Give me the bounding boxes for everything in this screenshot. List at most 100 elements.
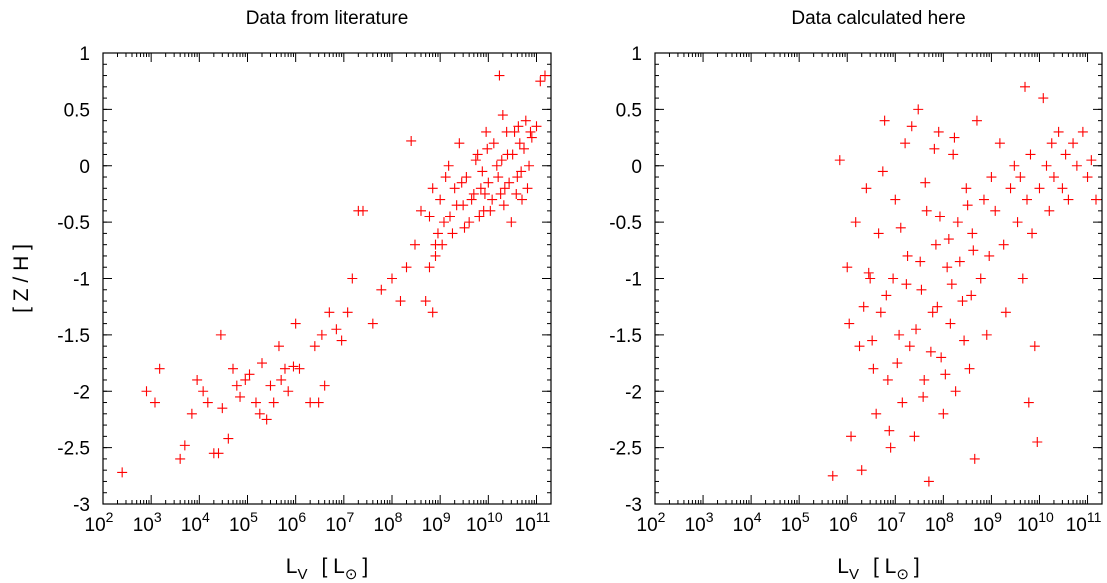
data-point (1023, 397, 1034, 408)
data-point (498, 200, 509, 211)
data-point (215, 329, 226, 340)
data-point (235, 391, 246, 402)
data-point (401, 262, 412, 273)
data-point (882, 374, 893, 385)
data-point (507, 149, 518, 160)
data-point (915, 256, 926, 267)
data-point (1044, 205, 1055, 216)
data-point (1057, 183, 1068, 194)
data-point (117, 467, 128, 478)
y-tick-label: -3 (73, 495, 90, 516)
data-point (975, 273, 986, 284)
data-point (962, 200, 973, 211)
data-point (916, 284, 927, 295)
y-tick-label: -1.5 (609, 326, 642, 347)
data-point (966, 290, 977, 301)
data-point (1053, 126, 1064, 137)
data-point (971, 115, 982, 126)
data-point (474, 211, 485, 222)
data-point (279, 363, 290, 374)
data-point (932, 301, 943, 312)
data-point (217, 403, 228, 414)
data-point (367, 318, 378, 329)
data-point (954, 256, 965, 267)
data-point (961, 183, 972, 194)
data-series (827, 81, 1101, 487)
data-point (522, 183, 533, 194)
data-point (154, 363, 165, 374)
x-axis-label: LV[ L⊙] (286, 555, 368, 583)
data-point (1032, 436, 1043, 447)
data-point (865, 273, 876, 284)
data-point (475, 183, 486, 194)
x-tick-label: 103 (133, 509, 162, 536)
data-point (938, 408, 949, 419)
data-point (867, 335, 878, 346)
data-point (254, 408, 265, 419)
data-point (409, 239, 420, 250)
data-point (485, 205, 496, 216)
data-point (424, 211, 435, 222)
y-tick-label: 0.5 (64, 100, 90, 121)
data-point (913, 104, 924, 115)
data-point (927, 307, 938, 318)
data-point (149, 397, 160, 408)
data-point (1012, 217, 1023, 228)
data-point (539, 70, 550, 81)
data-point (1046, 138, 1057, 149)
data-point (879, 115, 890, 126)
data-point (964, 363, 975, 374)
chart-title: Data from literature (246, 8, 409, 29)
data-point (1048, 172, 1059, 183)
y-tick-label: 0.5 (616, 100, 642, 121)
data-point (948, 149, 959, 160)
data-point (1022, 194, 1032, 205)
data-point (265, 380, 276, 391)
data-point (514, 138, 525, 149)
data-point (416, 205, 426, 216)
data-point (1005, 183, 1016, 194)
data-point (316, 329, 327, 340)
data-point (952, 217, 963, 228)
data-point (900, 138, 911, 149)
data-point (387, 273, 397, 284)
data-point (491, 160, 502, 171)
x-tick-label: 103 (685, 509, 714, 536)
data-point (969, 453, 980, 464)
x-tick-label: 106 (829, 509, 858, 536)
y-tick-label: -1.5 (57, 326, 90, 347)
data-point (888, 273, 899, 284)
data-point (420, 296, 431, 307)
data-point (482, 143, 493, 154)
data-point (283, 386, 294, 397)
data-point (1009, 160, 1020, 171)
data-point (186, 408, 197, 419)
y-tick-label: 0 (79, 157, 90, 178)
x-tick-label: 107 (325, 509, 354, 536)
y-tick-label: 1 (631, 44, 642, 65)
data-point (472, 149, 483, 160)
data-point (1086, 155, 1097, 166)
data-point (968, 245, 979, 256)
data-point (516, 166, 527, 177)
x-tick-label: 107 (877, 509, 906, 536)
x-tick-label: 102 (85, 509, 114, 536)
data-point (1071, 160, 1082, 171)
data-point (943, 234, 954, 245)
data-point (854, 341, 865, 352)
data-point (894, 329, 905, 340)
x-tick-label: 1011 (515, 509, 551, 536)
data-point (228, 363, 239, 374)
data-point (435, 194, 446, 205)
data-point (895, 222, 906, 233)
data-point (223, 433, 234, 444)
y-tick-label: 1 (79, 44, 90, 65)
data-point (1029, 341, 1040, 352)
data-point (499, 183, 510, 194)
data-point (1077, 126, 1088, 137)
data-point (1060, 149, 1071, 160)
data-point (957, 296, 968, 307)
data-point (1000, 307, 1011, 318)
data-point (904, 341, 915, 352)
data-point (525, 126, 536, 137)
